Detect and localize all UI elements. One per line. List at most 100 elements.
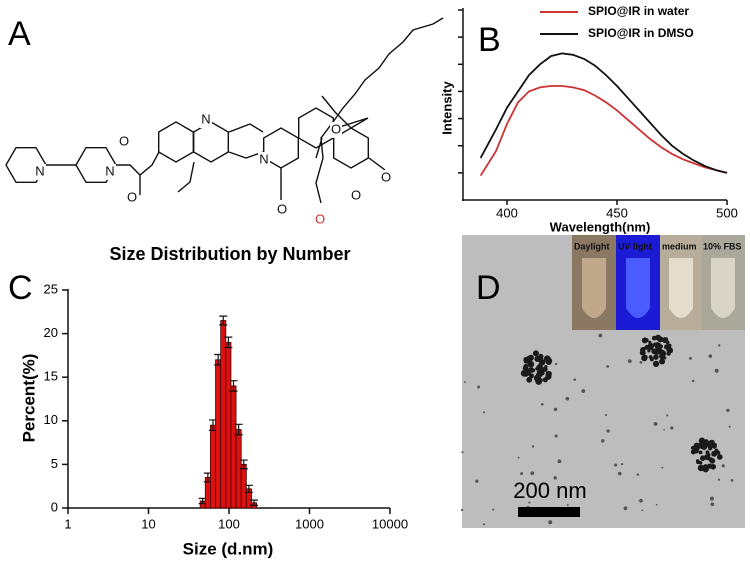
- nanoparticle: [526, 369, 531, 374]
- nanoparticle: [697, 464, 705, 472]
- bar: [230, 385, 237, 509]
- error-bar: [239, 459, 248, 470]
- legend-label: SPIO@IR in DMSO: [588, 26, 694, 40]
- atom-label: O: [315, 211, 325, 226]
- nanoparticle: [527, 360, 535, 368]
- atom-backdrop: [126, 190, 138, 206]
- speck: [461, 451, 464, 454]
- chart-b-frame: [462, 8, 727, 201]
- speck: [573, 378, 577, 381]
- atom-backdrop: [276, 202, 288, 218]
- atom-label: O: [331, 121, 341, 136]
- x-axis-label: Wavelength(nm): [550, 219, 651, 234]
- x-tick-label: 10000: [372, 516, 408, 531]
- bar: [215, 359, 222, 509]
- speck: [714, 368, 719, 373]
- y-tick-label: 0: [51, 499, 58, 514]
- panel-label: B: [478, 21, 501, 59]
- bond: [116, 151, 160, 176]
- atom-backdrop: [104, 164, 116, 180]
- bond: [315, 17, 444, 204]
- atom-label: O: [127, 189, 137, 204]
- atom-backdrop: [330, 122, 342, 138]
- nanoparticle: [649, 357, 654, 362]
- speck: [666, 414, 669, 417]
- x-tick-label: 450: [606, 205, 628, 220]
- nanoparticle: [544, 364, 548, 369]
- nanoparticle: [648, 340, 652, 344]
- nanoparticle: [711, 450, 718, 457]
- atom-backdrop: [118, 134, 130, 150]
- nanoparticle: [538, 365, 544, 371]
- speck: [623, 506, 628, 511]
- speck: [581, 389, 586, 393]
- chart-title: Size Distribution by Number: [109, 244, 350, 264]
- x-tick-label: 10: [141, 516, 155, 531]
- speck: [554, 362, 558, 366]
- atom-label: O: [381, 169, 391, 184]
- speck: [475, 479, 479, 483]
- speck: [670, 426, 674, 430]
- speck: [598, 333, 603, 338]
- bond: [368, 157, 386, 171]
- line-series: [479, 85, 728, 177]
- speck: [553, 407, 558, 412]
- speck: [728, 425, 731, 428]
- nanoparticle: [644, 344, 650, 350]
- nanoparticle: [532, 350, 539, 357]
- nanoparticle: [655, 334, 662, 341]
- nanoparticle: [647, 349, 651, 353]
- nanoparticle: [712, 444, 717, 448]
- nanoparticle: [526, 376, 533, 383]
- nanoparticle: [698, 460, 703, 465]
- nanoparticle: [653, 342, 657, 346]
- nanoparticle: [641, 346, 646, 352]
- nanoparticle: [537, 357, 544, 364]
- speck: [601, 439, 605, 443]
- bond: [177, 161, 195, 193]
- nanoparticle: [695, 444, 701, 450]
- atom-backdrop: [200, 112, 212, 128]
- inset-photo: [572, 235, 745, 330]
- error-bar: [229, 380, 238, 392]
- nanoparticle: [535, 377, 543, 385]
- bar: [210, 424, 216, 509]
- speck: [520, 472, 524, 476]
- y-tick-label: 15: [44, 369, 58, 384]
- inset-label: UV light: [618, 241, 652, 251]
- atom-label: N: [201, 111, 210, 126]
- speck: [517, 456, 520, 459]
- scale-bar-label: 200 nm: [513, 478, 586, 503]
- nanoparticle: [707, 453, 711, 457]
- speck: [482, 523, 486, 526]
- nanoparticle: [708, 440, 714, 447]
- y-axis-label: Intensity: [439, 81, 454, 135]
- y-tick-label: 10: [44, 412, 58, 427]
- atom-backdrop: [350, 188, 362, 204]
- speck: [566, 503, 569, 506]
- nanoparticle: [659, 358, 666, 365]
- nanoparticle: [531, 368, 536, 373]
- speck: [492, 508, 495, 511]
- speck: [636, 473, 640, 476]
- speck: [661, 466, 664, 469]
- speck: [653, 421, 658, 426]
- y-axis-label: Percent(%): [19, 354, 38, 443]
- speck: [710, 502, 715, 507]
- speck: [606, 429, 610, 433]
- nanoparticle-clusters: [520, 334, 723, 473]
- speck: [614, 463, 618, 467]
- tube: [711, 258, 735, 318]
- nanoparticle: [698, 450, 703, 455]
- bond: [158, 121, 194, 163]
- nanoparticle: [657, 351, 661, 355]
- speck: [641, 509, 644, 512]
- nanoparticle: [708, 446, 713, 451]
- speck: [620, 462, 624, 466]
- speck: [483, 411, 485, 414]
- nanoparticle: [663, 337, 669, 342]
- nanoparticle: [653, 354, 659, 360]
- nanoparticle: [708, 457, 714, 463]
- speck: [557, 459, 562, 464]
